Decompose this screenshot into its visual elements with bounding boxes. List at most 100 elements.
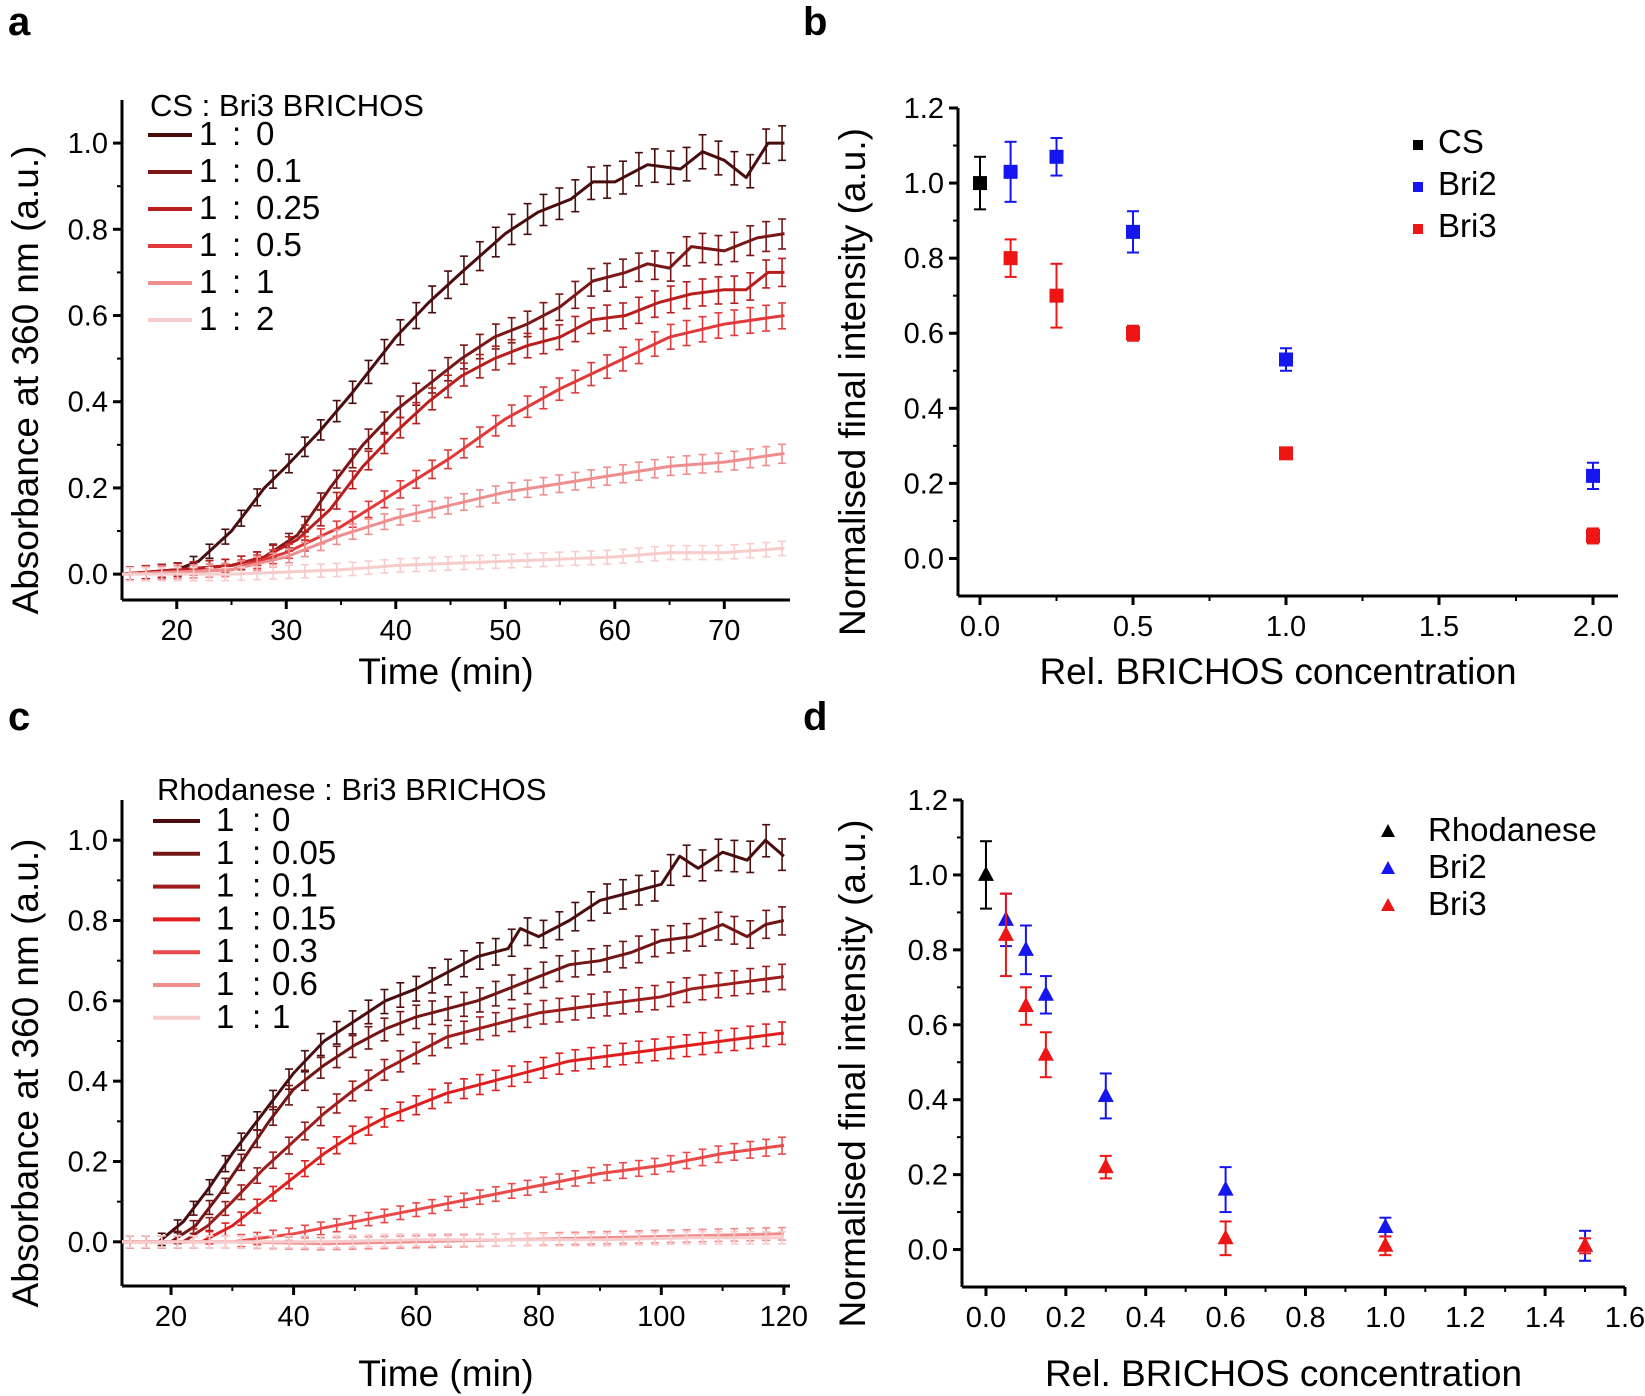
legend-label: Rhodanese	[1428, 811, 1597, 848]
legend-ratio-left: 1	[216, 998, 234, 1035]
legend-ratio-right: 2	[256, 300, 274, 337]
series-2	[997, 892, 1594, 1257]
x-tick-label: 40	[277, 1301, 309, 1333]
x-tick-label: 0.4	[1126, 1302, 1166, 1334]
y-tick-label: 0.0	[68, 559, 108, 591]
data-point-triangle	[1017, 940, 1034, 956]
legend-colon: :	[232, 263, 241, 300]
legend-colon: :	[232, 152, 241, 189]
x-tick-label: 60	[400, 1301, 432, 1333]
legend-ratio-right: 0	[272, 801, 290, 838]
y-tick-label: 1.0	[904, 168, 944, 200]
y-tick-label: 1.0	[68, 128, 108, 160]
y-tick-label: 0.8	[908, 935, 948, 967]
data-point-triangle	[1037, 1045, 1054, 1061]
x-tick-label: 0.2	[1046, 1302, 1086, 1334]
data-point-square	[1279, 352, 1293, 367]
x-tick-label: 1.2	[1445, 1302, 1485, 1334]
legend-ratio-right: 1	[272, 998, 290, 1035]
legend-ratio-left: 1	[199, 152, 217, 189]
legend-ratio-right: 0.6	[272, 965, 318, 1002]
y-tick-label: 0.6	[68, 986, 108, 1018]
legend-ratio-left: 1	[199, 263, 217, 300]
y-tick-label: 0.6	[68, 301, 108, 333]
chart-panel-c: c 0.0 0.2 0.4 0.6 0.8 1.0 20 40 60 80 100 120 Time (m…	[5, 695, 808, 1394]
series-2	[1003, 238, 1600, 545]
chart-panel-d: d 0.0 0.2 0.4 0.6 0.8 1.0 1.2 0.0 0.2 0.4 0.6 0.8 1.0…	[803, 695, 1645, 1394]
legend-colon: :	[232, 115, 241, 152]
data-point-square	[1279, 446, 1293, 461]
y-axis-title: Absorbance at 360 nm (a.u.)	[5, 146, 46, 615]
legend-ratio-right: 0	[256, 115, 274, 152]
data-point-triangle	[1377, 1218, 1394, 1234]
series-5	[122, 540, 787, 582]
legend-label: CS	[1438, 123, 1484, 160]
panel-letter: c	[8, 695, 30, 739]
legend-marker	[1413, 182, 1423, 192]
y-axis-title: Absorbance at 360 nm (a.u.)	[5, 839, 46, 1308]
legend-marker	[1381, 898, 1395, 911]
series-0	[977, 840, 994, 910]
data-point-square	[1003, 251, 1018, 266]
series-0	[122, 823, 787, 1249]
y-tick-label: 0.8	[68, 214, 108, 246]
x-tick-label: 1.4	[1525, 1302, 1565, 1334]
data-point-square	[1126, 224, 1140, 239]
series-6	[122, 1230, 787, 1249]
data-point-triangle	[997, 925, 1014, 941]
data-point-triangle	[1217, 1180, 1234, 1196]
x-tick-label: 100	[637, 1301, 685, 1333]
panel-letter: b	[803, 0, 827, 44]
x-tick-label: 1.0	[1266, 611, 1306, 643]
legend-ratio-right: 0.5	[256, 226, 302, 263]
y-tick-label: 1.0	[908, 860, 948, 892]
legend-ratio-left: 1	[216, 801, 234, 838]
legend-ratio-left: 1	[216, 867, 234, 904]
series-1	[121, 218, 787, 581]
series-0	[121, 125, 787, 581]
legend-colon: :	[252, 998, 261, 1035]
y-tick-label: 0.4	[68, 1066, 108, 1098]
legend-marker	[1413, 140, 1423, 150]
data-point-square	[1126, 326, 1140, 341]
y-tick-label: 0.0	[908, 1235, 948, 1267]
x-tick-label: 70	[708, 615, 740, 647]
data-point-square	[1586, 528, 1600, 543]
series-2	[121, 257, 787, 581]
legend-colon: :	[252, 965, 261, 1002]
x-tick-label: 0.0	[960, 611, 1000, 643]
series-1	[997, 892, 1594, 1262]
legend-ratio-left: 1	[216, 899, 234, 936]
y-tick-label: 0.2	[68, 1146, 108, 1178]
legend-colon: :	[252, 867, 261, 904]
legend-label: Bri3	[1438, 207, 1497, 244]
data-point-triangle	[1217, 1229, 1234, 1245]
x-axis-title: Rel. BRICHOS concentration	[1045, 1353, 1522, 1394]
series-line	[122, 1031, 785, 1244]
x-tick-label: 30	[270, 615, 302, 647]
x-tick-label: 0.5	[1113, 611, 1153, 643]
legend-colon: :	[252, 899, 261, 936]
data-point-square	[1049, 288, 1064, 303]
x-tick-label: 50	[489, 615, 521, 647]
series-line	[121, 314, 785, 576]
x-tick-label: 20	[155, 1301, 187, 1333]
data-point-triangle	[1577, 1236, 1594, 1252]
legend-ratio-left: 1	[199, 115, 217, 152]
series-line	[121, 270, 785, 576]
legend-colon: :	[252, 932, 261, 969]
legend-ratio-right: 0.05	[272, 834, 336, 871]
series-1	[122, 906, 787, 1249]
panel-letter: a	[8, 0, 31, 44]
data-point-square	[1049, 149, 1064, 164]
data-point-square	[1586, 468, 1600, 483]
legend-ratio-left: 1	[216, 834, 234, 871]
y-tick-label: 0.0	[904, 543, 944, 575]
legend-marker	[1413, 224, 1423, 234]
y-axis-title: Normalised final intensity (a.u.)	[832, 128, 873, 636]
y-tick-label: 0.2	[908, 1160, 948, 1192]
y-tick-label: 1.0	[68, 825, 108, 857]
y-tick-label: 0.6	[908, 1010, 948, 1042]
